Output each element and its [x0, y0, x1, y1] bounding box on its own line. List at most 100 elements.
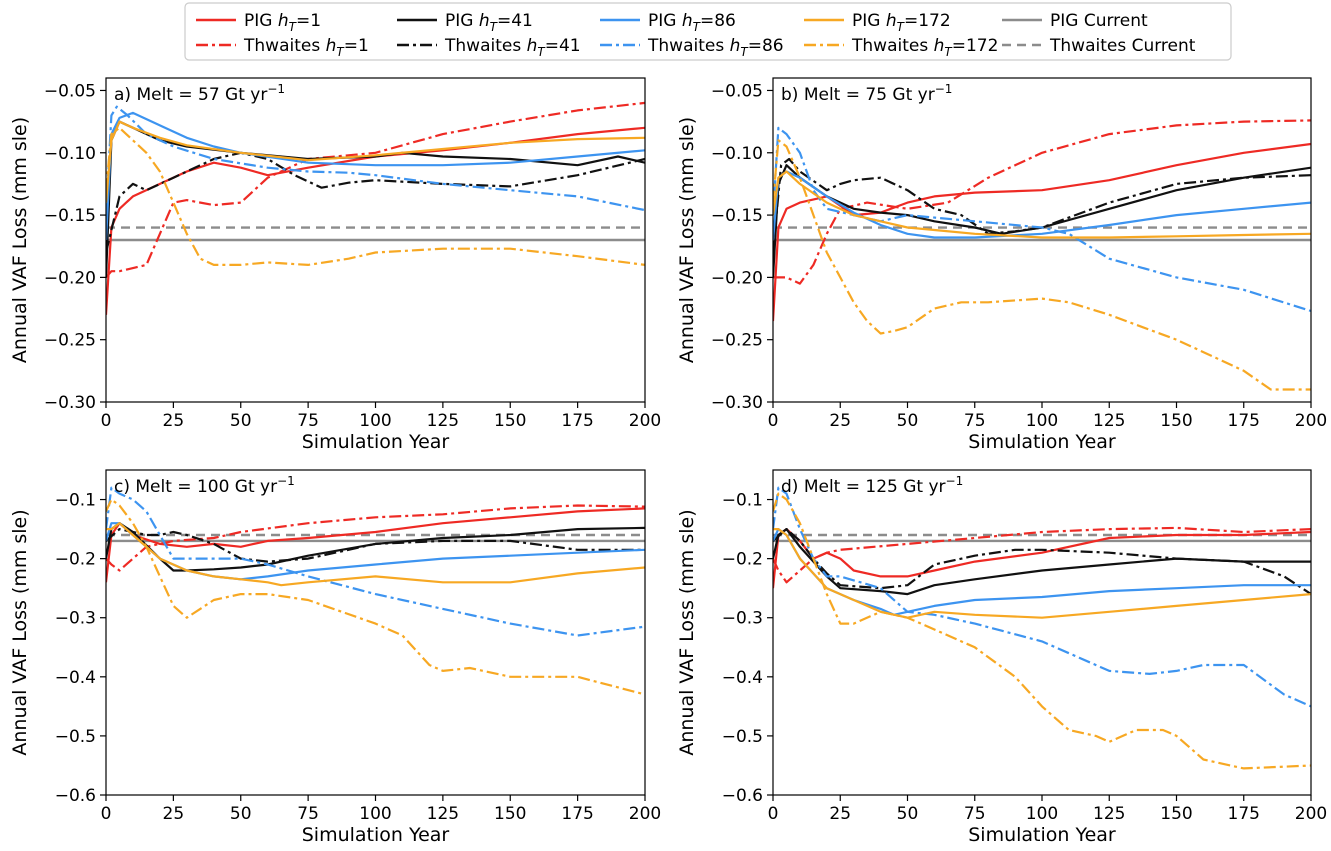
panel-title: c) Melt = 100 Gt yr−1 [114, 474, 295, 497]
x-tick-label: 175 [1228, 804, 1260, 824]
x-tick-label: 50 [897, 804, 919, 824]
x-axis-label: Simulation Year [968, 431, 1116, 453]
plot-frame [772, 469, 1312, 796]
y-tick-label: −0.20 [44, 268, 96, 288]
legend-label: Thwaites Current [1049, 36, 1196, 56]
series-pig-ht-86 [773, 170, 1311, 241]
legend-label: PIG hT=1 [244, 11, 321, 34]
x-tick-label: 175 [561, 804, 593, 824]
x-axis-label: Simulation Year [302, 431, 450, 453]
legend-entry-pig-current: PIG Current [1002, 11, 1148, 31]
legend-entry-pig-ht-86: PIG hT=86 [600, 11, 736, 34]
y-axis-label: Annual VAF Loss (mm sle) [9, 509, 31, 755]
legend-entry-pig-ht-172: PIG hT=172 [804, 11, 951, 34]
y-tick-label: −0.05 [711, 81, 763, 101]
series-pig-ht-172 [773, 170, 1311, 239]
series-pig-ht-172 [773, 527, 1311, 619]
legend-label: Thwaites hT=1 [243, 36, 369, 59]
series-thwaites-ht-41 [106, 151, 645, 253]
series-pig-ht-41 [773, 527, 1311, 596]
x-tick-label: 100 [359, 804, 391, 824]
series-thwaites-ht-1 [106, 504, 645, 572]
legend-entry-pig-ht-41: PIG hT=41 [397, 11, 533, 34]
panel-d: 0 25 50 75 100 125 150 175 200 −0.6 −0.5 −0.4 −0.3 −0… [676, 469, 1327, 846]
y-axis-label: Annual VAF Loss (mm sle) [9, 117, 31, 363]
x-tick-label: 125 [1093, 804, 1125, 824]
series-pig-ht-41 [106, 522, 645, 572]
series-thwaites-ht-41 [773, 157, 1311, 253]
y-axis-label: Annual VAF Loss (mm sle) [676, 117, 698, 363]
legend-label: Thwaites hT=86 [647, 36, 784, 59]
x-tick-label: 150 [1160, 411, 1192, 431]
y-tick-label: −0.6 [55, 786, 96, 806]
y-tick-label: −0.30 [711, 393, 763, 413]
x-tick-label: 200 [629, 804, 661, 824]
series-thwaites-ht-86 [773, 126, 1311, 313]
legend-label: Thwaites hT=172 [851, 36, 998, 59]
series-thwaites-ht-1 [106, 101, 645, 279]
y-tick-label: −0.10 [711, 144, 763, 164]
legend-entry-thwaites-ht-172: Thwaites hT=172 [804, 36, 998, 59]
y-tick-label: −0.30 [44, 393, 96, 413]
x-tick-label: 125 [1093, 411, 1125, 431]
x-tick-label: 175 [1228, 411, 1260, 431]
y-tick-label: −0.2 [722, 550, 763, 570]
series-thwaites-ht-86 [106, 105, 645, 216]
x-tick-label: 150 [494, 804, 526, 824]
x-tick-label: 200 [1295, 804, 1327, 824]
x-tick-label: 175 [561, 411, 593, 431]
y-tick-label: −0.15 [44, 206, 96, 226]
x-tick-label: 25 [829, 411, 851, 431]
legend-box [184, 2, 1232, 61]
legend-label: PIG hT=86 [648, 11, 736, 34]
x-axis-label: Simulation Year [302, 824, 450, 846]
series-pig-ht-41 [773, 164, 1311, 278]
series-pig-ht-172 [106, 120, 645, 203]
x-tick-label: 125 [427, 804, 459, 824]
x-tick-label: 0 [768, 411, 779, 431]
legend-entry-thwaites-ht-1: Thwaites hT=1 [196, 36, 369, 59]
x-tick-label: 50 [230, 411, 252, 431]
y-tick-label: −0.25 [711, 331, 763, 351]
y-tick-label: −0.4 [55, 668, 96, 688]
x-tick-label: 125 [427, 411, 459, 431]
series-thwaites-ht-172 [773, 139, 1311, 391]
y-tick-label: −0.2 [55, 550, 96, 570]
y-tick-label: −0.5 [55, 727, 96, 747]
series-thwaites-ht-86 [773, 486, 1311, 708]
x-tick-label: 50 [897, 411, 919, 431]
panel-a: 0 25 50 75 100 125 150 175 200 −0.30 −0.25 −0.20 −0.… [9, 77, 661, 453]
x-tick-label: 25 [163, 804, 185, 824]
legend-entry-thwaites-ht-41: Thwaites hT=41 [397, 36, 581, 59]
legend-label: Thwaites hT=41 [444, 36, 581, 59]
series-thwaites-ht-86 [106, 486, 645, 637]
panel-c: 0 25 50 75 100 125 150 175 200 −0.6 −0.5 −0.4 −0.3 −0… [9, 469, 661, 846]
x-tick-label: 75 [964, 804, 986, 824]
series-thwaites-ht-1 [773, 526, 1311, 584]
x-tick-label: 75 [297, 804, 319, 824]
y-tick-label: −0.05 [44, 81, 96, 101]
legend-label: PIG Current [1050, 11, 1148, 31]
series-thwaites-ht-172 [773, 492, 1311, 770]
panel-title: d) Melt = 125 Gt yr−1 [781, 474, 963, 497]
panel-b: 0 25 50 75 100 125 150 175 200 −0.30 −0.25 −0.20 −0.… [676, 77, 1327, 453]
legend-entry-thwaites-current: Thwaites Current [1002, 36, 1196, 56]
panels: 0 25 50 75 100 125 150 175 200 −0.30 −0.25 −0.20 −0.… [9, 77, 1327, 846]
y-tick-label: −0.15 [711, 206, 763, 226]
x-tick-label: 100 [1026, 411, 1058, 431]
x-tick-label: 150 [494, 411, 526, 431]
x-tick-label: 100 [359, 411, 391, 431]
x-axis-label: Simulation Year [968, 824, 1116, 846]
y-tick-label: −0.3 [55, 609, 96, 629]
y-tick-label: −0.6 [722, 786, 763, 806]
x-tick-label: 50 [230, 804, 252, 824]
series-thwaites-ht-172 [106, 498, 645, 696]
legend-entry-pig-ht-1: PIG hT=1 [196, 11, 321, 34]
y-tick-label: −0.4 [722, 668, 763, 688]
series-thwaites-ht-1 [773, 119, 1311, 285]
panel-title: b) Melt = 75 Gt yr−1 [781, 82, 952, 105]
x-tick-label: 25 [829, 804, 851, 824]
series-thwaites-ht-172 [106, 126, 645, 266]
legend-label: PIG hT=41 [445, 11, 533, 34]
